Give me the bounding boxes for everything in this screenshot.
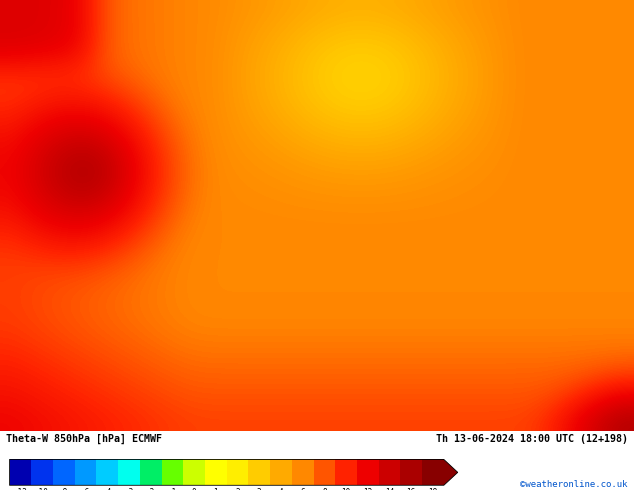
- Text: Th 13-06-2024 18:00 UTC (12+198): Th 13-06-2024 18:00 UTC (12+198): [436, 434, 628, 444]
- Text: -6: -6: [81, 488, 90, 490]
- Text: -8: -8: [59, 488, 68, 490]
- Text: 4: 4: [278, 488, 283, 490]
- Text: 6: 6: [301, 488, 305, 490]
- Text: 0: 0: [191, 488, 197, 490]
- Text: -4: -4: [103, 488, 112, 490]
- Bar: [249, 460, 270, 485]
- Text: 1: 1: [214, 488, 218, 490]
- Bar: [183, 460, 205, 485]
- Bar: [10, 460, 31, 485]
- Text: ©weatheronline.co.uk: ©weatheronline.co.uk: [520, 480, 628, 489]
- Text: -1: -1: [168, 488, 177, 490]
- Bar: [357, 460, 378, 485]
- Text: -3: -3: [124, 488, 134, 490]
- Bar: [270, 460, 292, 485]
- Bar: [313, 460, 335, 485]
- Text: 18: 18: [429, 488, 437, 490]
- Bar: [378, 460, 401, 485]
- Bar: [292, 460, 313, 485]
- Text: 8: 8: [322, 488, 327, 490]
- Bar: [118, 460, 139, 485]
- Text: -2: -2: [146, 488, 155, 490]
- Text: 10: 10: [342, 488, 351, 490]
- Bar: [96, 460, 118, 485]
- Text: 16: 16: [406, 488, 416, 490]
- Text: 3: 3: [257, 488, 262, 490]
- Bar: [139, 460, 162, 485]
- Polygon shape: [444, 460, 458, 485]
- Text: -12: -12: [13, 488, 27, 490]
- Bar: [162, 460, 183, 485]
- Text: 2: 2: [235, 488, 240, 490]
- Bar: [401, 460, 422, 485]
- Text: Theta-W 850hPa [hPa] ECMWF: Theta-W 850hPa [hPa] ECMWF: [6, 434, 162, 444]
- Bar: [53, 460, 75, 485]
- Text: 14: 14: [385, 488, 394, 490]
- Bar: [422, 460, 444, 485]
- Bar: [75, 460, 96, 485]
- Text: 12: 12: [363, 488, 372, 490]
- Bar: [31, 460, 53, 485]
- Bar: [227, 460, 249, 485]
- Bar: [205, 460, 226, 485]
- Bar: [335, 460, 357, 485]
- Text: -10: -10: [35, 488, 49, 490]
